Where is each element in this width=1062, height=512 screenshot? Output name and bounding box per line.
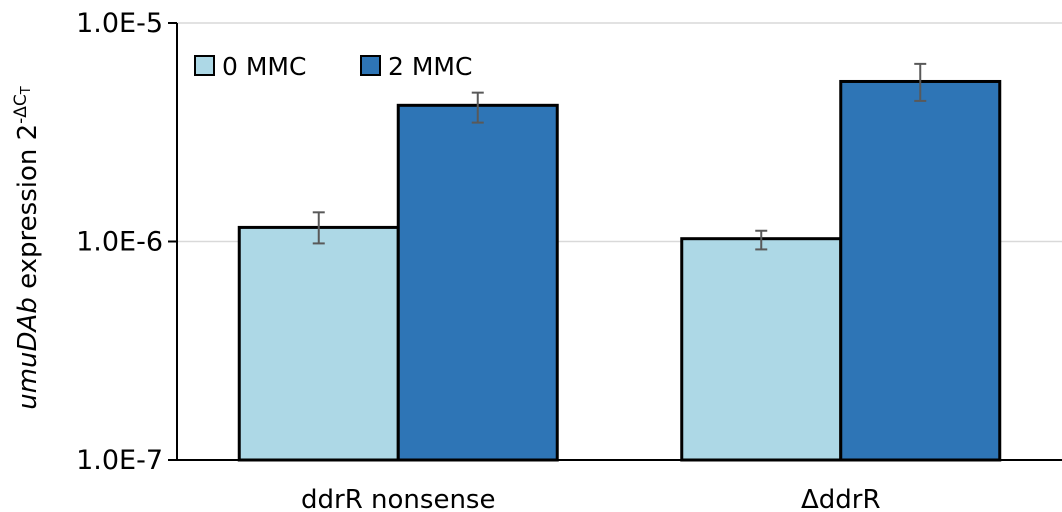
bar [396,103,559,462]
bar [680,237,843,462]
bar [839,79,1002,462]
bars [237,79,1002,462]
legend-swatch [360,55,381,76]
legend: 0 MMC 2 MMC [194,52,472,81]
y-tick-label: 1.0E-5 [76,8,163,39]
y-tick-labels: 1.0E-7 1.0E-6 1.0E-5 [76,8,177,476]
bar [237,225,400,462]
error-bars [312,62,927,251]
category-label: ddrR nonsense [301,485,495,512]
y-axis-label: umuDAb expression 2-ΔCT [11,86,43,410]
y-axis-label-gene: umuDAb [13,297,43,410]
y-axis-label-superscript: -ΔC [11,94,31,124]
legend-swatch [194,55,215,76]
legend-label: 2 MMC [388,52,472,81]
y-tick-label: 1.0E-7 [76,445,163,476]
legend-label: 0 MMC [222,52,306,81]
y-axis-label-subscript: T [19,86,34,95]
y-tick-label: 1.0E-6 [76,227,163,258]
category-label: ΔddrR [801,485,881,512]
category-labels: ddrR nonsense ΔddrR [301,485,881,512]
y-axis-label-text: expression 2 [13,124,43,297]
